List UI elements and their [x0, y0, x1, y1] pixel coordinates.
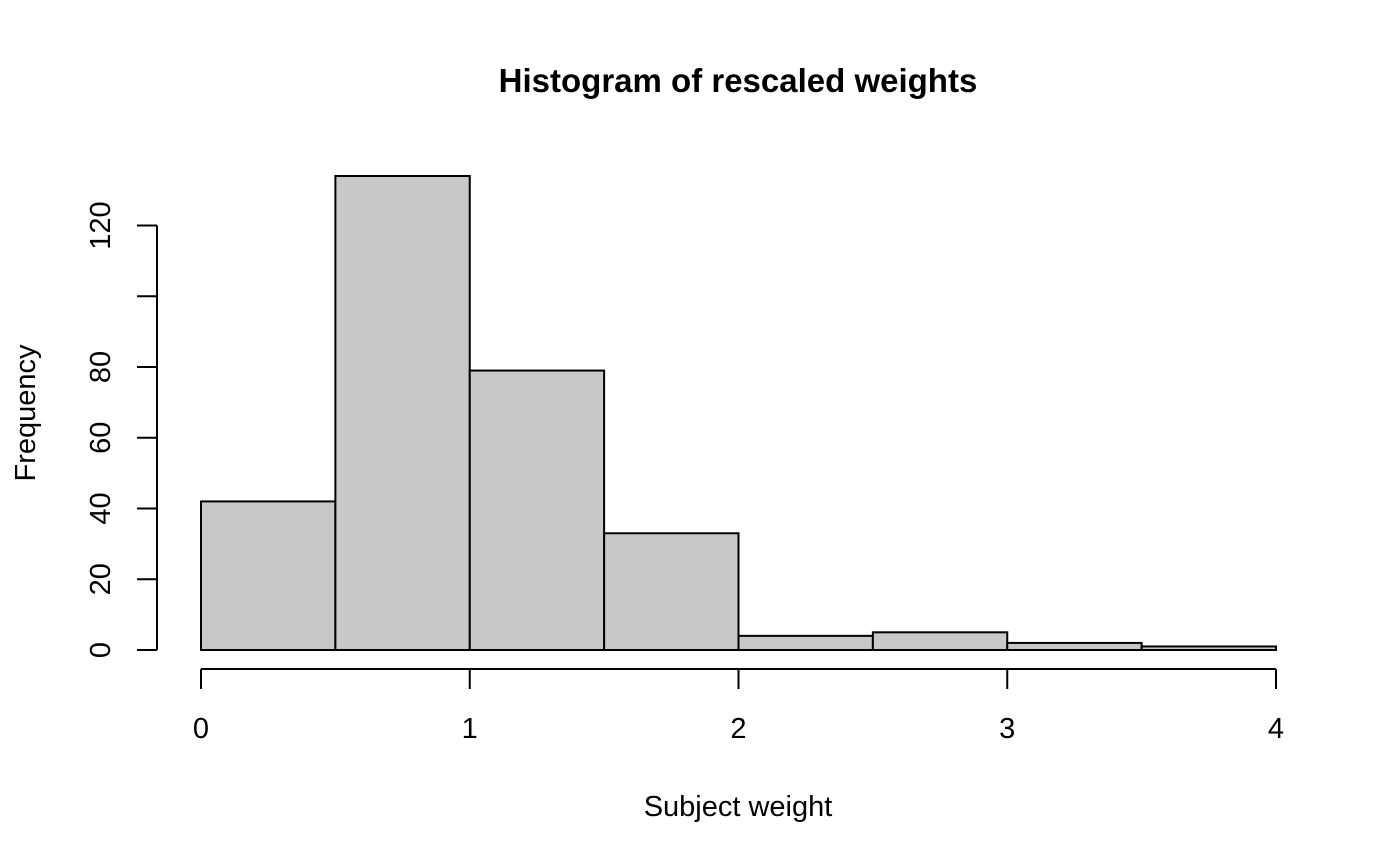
x-axis-title: Subject weight: [644, 791, 833, 823]
histogram-bar-3: [603, 532, 740, 652]
histogram-bar-1: [334, 175, 471, 651]
x-tick-label-2: 2: [730, 713, 746, 745]
x-axis: 0 1 2 3 4: [193, 668, 1284, 745]
y-tick-label-0: 0: [85, 642, 117, 658]
histogram-bar-4: [737, 634, 874, 652]
histogram-bar-6: [1006, 641, 1143, 651]
y-tick-label-2: 40: [85, 492, 117, 524]
y-axis: 0 20 40 60 80 120: [85, 201, 158, 658]
histogram-bar-5: [871, 631, 1009, 651]
x-tick-label-1: 1: [462, 713, 478, 745]
y-tick-label-6: 120: [85, 201, 117, 249]
histogram-bar-7: [1140, 645, 1277, 652]
histogram-bar-0: [200, 500, 337, 651]
y-tick-label-4: 80: [85, 351, 117, 383]
x-tick-label-4: 4: [1268, 713, 1284, 745]
x-tick-label-0: 0: [193, 713, 209, 745]
histogram-bars: [200, 175, 1277, 652]
y-tick-label-1: 20: [85, 563, 117, 595]
y-tick-label-3: 60: [85, 422, 117, 454]
chart-title: Histogram of rescaled weights: [499, 62, 978, 99]
x-tick-label-3: 3: [999, 713, 1015, 745]
y-axis-title: Frequency: [10, 344, 42, 482]
histogram-bar-2: [468, 369, 606, 651]
